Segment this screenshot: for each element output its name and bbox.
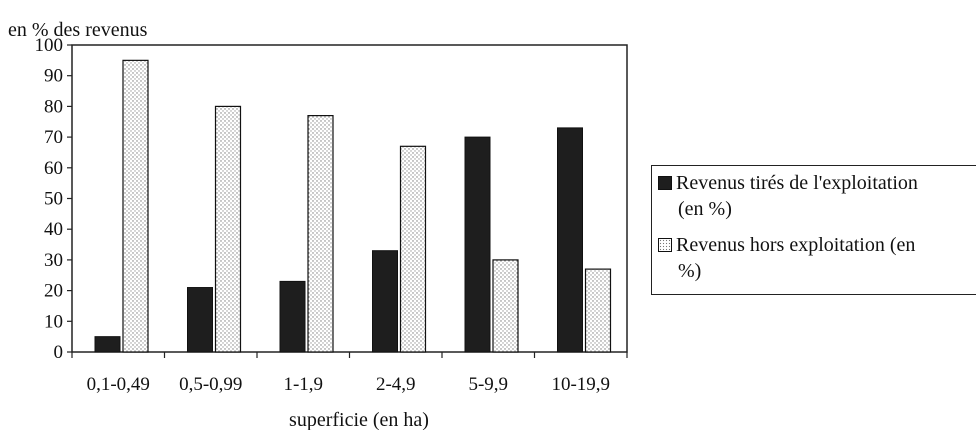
y-tick-label: 100 <box>35 35 64 56</box>
legend: Revenus tirés de l'exploitation (en %) R… <box>651 165 976 295</box>
y-tick-label: 10 <box>44 311 63 332</box>
y-tick-label: 60 <box>44 158 63 179</box>
bar-off-farm-income <box>123 60 148 352</box>
y-tick-label: 80 <box>44 96 63 117</box>
bar-farm-income <box>280 281 305 352</box>
bar-farm-income <box>188 288 213 352</box>
bar-farm-income <box>465 137 490 352</box>
x-tick-label: 1-1,9 <box>283 374 323 395</box>
bar-off-farm-income <box>586 269 611 352</box>
bar-farm-income <box>558 128 583 352</box>
x-tick-label: 0,5-0,99 <box>179 374 242 395</box>
y-tick-label: 90 <box>44 66 63 87</box>
legend-item-off-farm-income: Revenus hors exploitation (en %) <box>658 232 915 284</box>
legend-label: Revenus hors exploitation (en <box>676 234 915 256</box>
y-tick-label: 20 <box>44 281 63 302</box>
x-tick-label: 5-9,9 <box>468 374 508 395</box>
y-tick-label: 0 <box>54 342 64 363</box>
y-tick-label: 70 <box>44 127 63 148</box>
legend-swatch-dotted <box>658 238 672 252</box>
bar-farm-income <box>95 337 120 352</box>
bar-farm-income <box>373 251 398 352</box>
bar-off-farm-income <box>493 260 518 352</box>
x-tick-label: 2-4,9 <box>376 374 416 395</box>
legend-label-continued: (en %) <box>658 196 918 222</box>
bar-off-farm-income <box>216 106 241 352</box>
plot-area-frame <box>72 45 627 352</box>
legend-label: Revenus tirés de l'exploitation <box>676 172 918 194</box>
bar-off-farm-income <box>308 116 333 352</box>
bar-off-farm-income <box>401 146 426 352</box>
y-tick-label: 40 <box>44 219 63 240</box>
legend-label-continued: %) <box>658 258 915 284</box>
legend-item-farm-income: Revenus tirés de l'exploitation (en %) <box>658 170 918 222</box>
y-tick-label: 50 <box>44 189 63 210</box>
x-tick-label: 0,1-0,49 <box>87 374 150 395</box>
x-axis-label: superficie (en ha) <box>289 409 429 430</box>
y-tick-label: 30 <box>44 250 63 271</box>
y-axis-label: en % des revenus <box>8 19 148 41</box>
legend-swatch-dark <box>658 176 672 190</box>
x-tick-label: 10-19,9 <box>551 374 610 395</box>
